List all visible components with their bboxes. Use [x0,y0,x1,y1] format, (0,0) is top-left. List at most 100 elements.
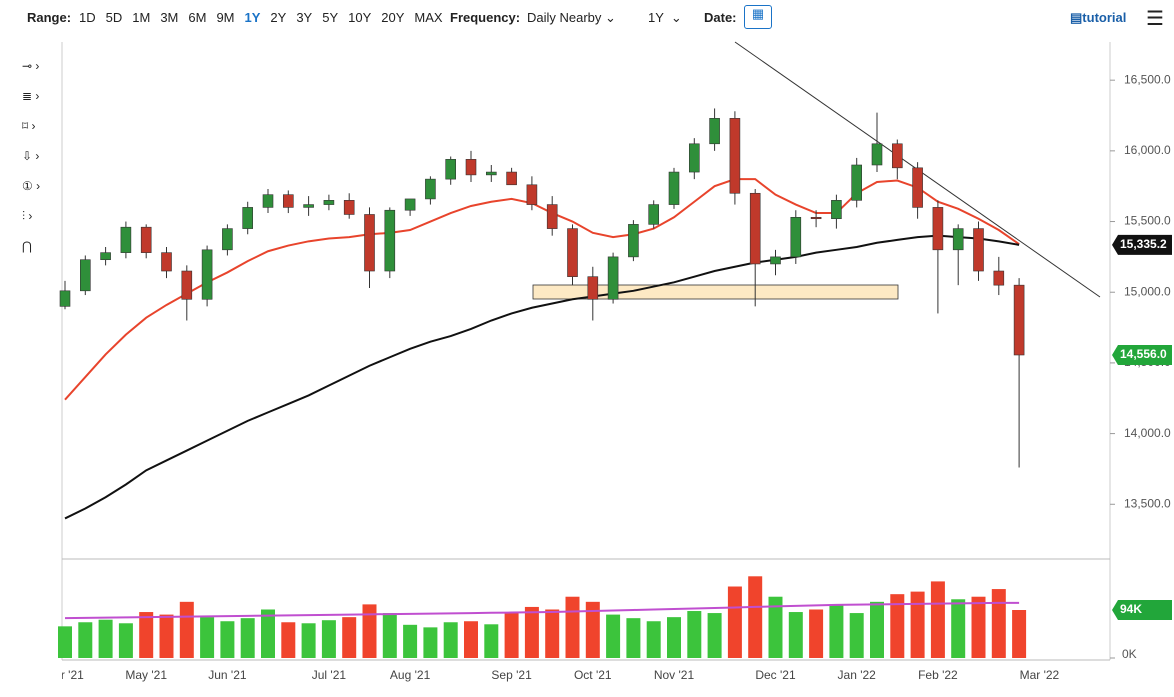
candle-body [932,207,944,251]
tool-line[interactable]: ⊸ › [22,59,39,73]
candle-body [404,198,416,211]
drawing-tools: ⊸ › ≣ › ⌑ › ⇩ › ① › ⫶ › ⋂ [22,59,40,253]
volume-bar [179,601,194,658]
range-button[interactable]: 10Y [348,10,372,25]
tutorial-text: tutorial [1082,10,1127,25]
candle-body [607,256,619,300]
menu-button[interactable]: ☰ [1146,8,1164,30]
candle-body [851,164,863,201]
range-button[interactable]: 1Y [244,10,261,25]
candle-body [1013,284,1025,356]
volume-bar [139,612,154,658]
candle-body [891,143,903,169]
frequency-label: Frequency: [450,10,521,25]
tool-measure[interactable]: ⫶ › [22,209,32,223]
x-labels: Apr '21 May '21 Jun '21 Jul '21 Aug '21 Sep '… [62,668,1060,682]
volume-bar [829,604,844,658]
range-button[interactable]: 1M [132,10,151,25]
volume-bar [159,614,174,658]
x-tick-label: Jun '21 [208,668,247,682]
moving-average [64,234,1020,520]
frequency-value: Daily Nearby [527,10,602,25]
candle-body [80,259,91,292]
volume-bar [890,594,905,658]
candle-body [323,200,335,205]
volume-bar [281,622,296,658]
tutorial-link[interactable]: ▤tutorial [1070,10,1127,25]
candle-body [729,118,741,194]
candle-body [242,207,253,229]
volume-bar [423,627,438,658]
volume-bar [971,596,986,658]
volume-bar [98,619,113,658]
volume-bar [200,617,215,658]
plot: 13,500.014,000.014,500.015,000.015,500.0… [58,72,1172,682]
volume-bar [240,618,255,658]
candle-body [100,252,111,261]
volume-bar [951,599,966,658]
x-tick-label: Dec '21 [755,668,796,682]
frequency-select[interactable]: Daily Nearby ⌄ [527,10,616,25]
candle-body [871,143,883,166]
range-button[interactable]: MAX [414,10,443,25]
volume-bar [748,576,763,658]
tool-shape[interactable]: ⌑ › [22,119,36,133]
candle-body [567,228,578,277]
volume-bar [443,622,458,658]
volume-bar [321,620,336,658]
ma-last-tag [1112,234,1172,255]
candle-body [384,209,396,272]
range-buttons: 1D 5D 1M 3M 6M 9M 1Y 2Y 3Y 5Y 10Y 20Y MAX [79,10,443,25]
candle-body [810,216,822,220]
candle-body [628,224,639,258]
x-tick-label: Feb '22 [918,668,958,682]
x-tick-label: Aug '21 [390,668,431,682]
volume-bar [687,611,702,658]
tool-note[interactable]: ① › [22,179,40,193]
y-tick-label: 15,000.0 [1124,284,1171,298]
candle-body [688,143,700,173]
range-button[interactable]: 1D [79,10,96,25]
volume-bar [1012,610,1027,658]
range-button[interactable]: 5Y [322,10,339,25]
range-button[interactable]: 9M [216,10,235,25]
candle-body [222,228,233,251]
candle-body [952,228,964,251]
candle-body [526,184,538,205]
x-tick-label: Jul '21 [312,668,347,682]
date-label: Date: [704,10,737,25]
candle-body [546,204,558,229]
support-zone [532,284,899,300]
volume-bar [382,613,397,658]
volume-average [64,601,1020,620]
volume-bar [870,601,884,658]
range-button[interactable]: 3M [160,10,179,25]
x-tick-label: Oct '21 [574,668,612,682]
range-label: Range: [27,10,72,25]
candle-body [282,194,294,208]
volume-bar [220,621,235,658]
period-select[interactable]: 1Y ⌄ [648,10,682,25]
candle-body [749,192,761,265]
range-button[interactable]: 5D [105,10,123,25]
candle-body [912,167,923,208]
range-button[interactable]: 6M [188,10,207,25]
tool-magnet[interactable]: ⋂ [22,239,32,253]
range-button[interactable]: 2Y [270,10,287,25]
volume-bar [524,606,539,658]
tool-arrow[interactable]: ⇩ › [22,149,39,163]
range-button[interactable]: 3Y [296,10,313,25]
range-button[interactable]: 20Y [381,10,405,25]
candle-body [120,226,132,253]
y-tick-label: 16,000.0 [1124,143,1171,157]
volume-last-label: 94K [1120,602,1142,616]
calendar-button[interactable]: ▦ [744,5,772,29]
volume-bar [464,621,478,658]
volume-bar [362,604,377,658]
volume-tick-label: 0K [1122,647,1137,661]
candle-body [648,204,660,225]
volume-bar [626,618,641,658]
volume-bar [585,601,600,658]
tool-fib[interactable]: ≣ › [22,89,39,103]
volume-bar [930,581,945,658]
